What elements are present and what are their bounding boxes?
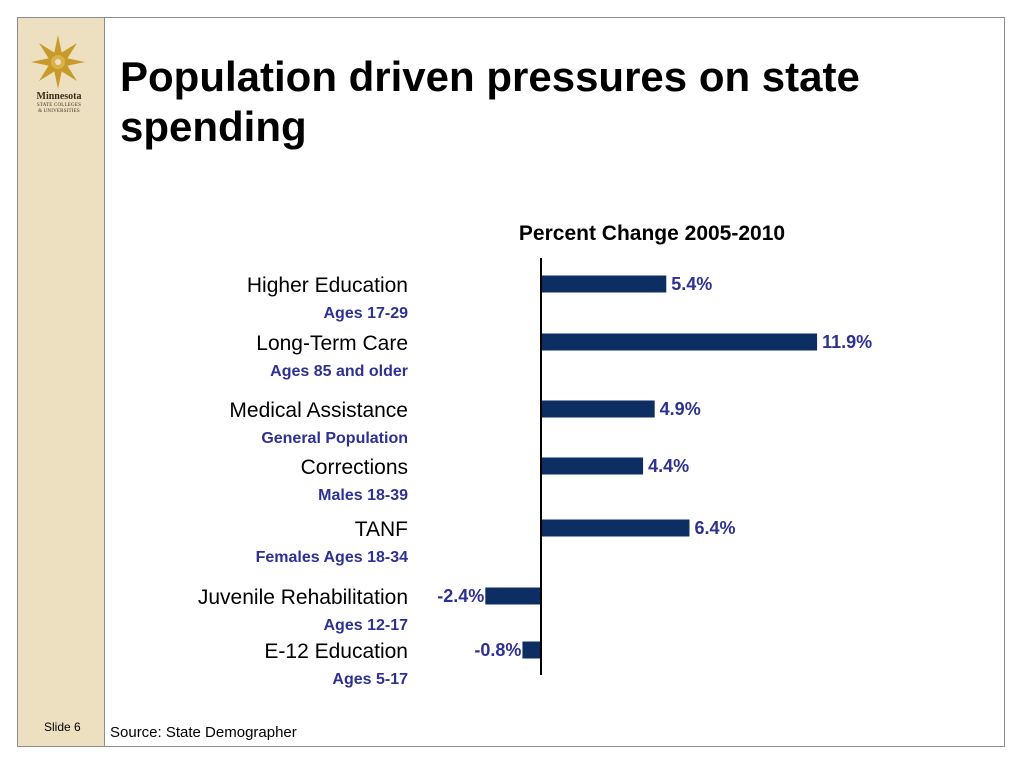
source-note: Source: State Demographer [110,724,297,741]
category-sublabel-4: Females Ages 18-34 [256,549,408,566]
bar-4 [541,519,690,537]
bar-2 [541,400,655,418]
star-logo-icon [31,35,85,89]
bar-6 [522,641,541,659]
category-sublabel-5: Ages 12-17 [324,617,409,634]
sidebar [18,18,105,746]
chart-title: Percent Change 2005-2010 [519,222,785,245]
bar-0 [541,275,667,293]
category-label-6: E-12 Education [264,640,408,663]
category-sublabel-1: Ages 85 and older [270,363,408,380]
category-sublabel-3: Males 18-39 [318,487,408,504]
category-sublabel-6: Ages 5-17 [332,671,408,688]
bar-5 [485,587,541,605]
logo-subtitle-line1: STATE COLLEGES [36,103,82,108]
category-label-5: Juvenile Rehabilitation [198,586,408,609]
category-label-3: Corrections [301,456,408,479]
bar-value-label-0: 5.4% [671,274,712,294]
slide-number: Slide 6 [44,720,81,734]
bar-value-label-5: -2.4% [437,586,484,606]
logo-name: Minnesota [36,91,82,102]
bar-1 [541,333,818,351]
category-label-4: TANF [355,518,408,541]
bars-layer [485,275,818,659]
bar-value-label-3: 4.4% [648,456,689,476]
bar-value-label-2: 4.9% [660,399,701,419]
bar-value-label-6: -0.8% [474,640,521,660]
labels-layer: 5.4% Higher Education Ages 17-29 11.9% Long-… [198,274,872,688]
bar-value-label-4: 6.4% [694,518,735,538]
category-label-2: Medical Assistance [229,399,408,422]
logo-wordmark: Minnesota STATE COLLEGES & UNIVERSITIES [20,91,98,115]
category-label-0: Higher Education [247,274,408,297]
bar-3 [541,457,644,475]
bar-value-label-1: 11.9% [822,332,872,352]
category-label-1: Long-Term Care [256,332,408,355]
slide-frame [17,17,1005,747]
slide-title: Population driven pressures on state spe… [120,53,860,150]
category-sublabel-0: Ages 17-29 [324,305,409,322]
category-sublabel-2: General Population [261,430,408,447]
logo-subtitle-line2: & UNIVERSITIES [38,109,80,114]
